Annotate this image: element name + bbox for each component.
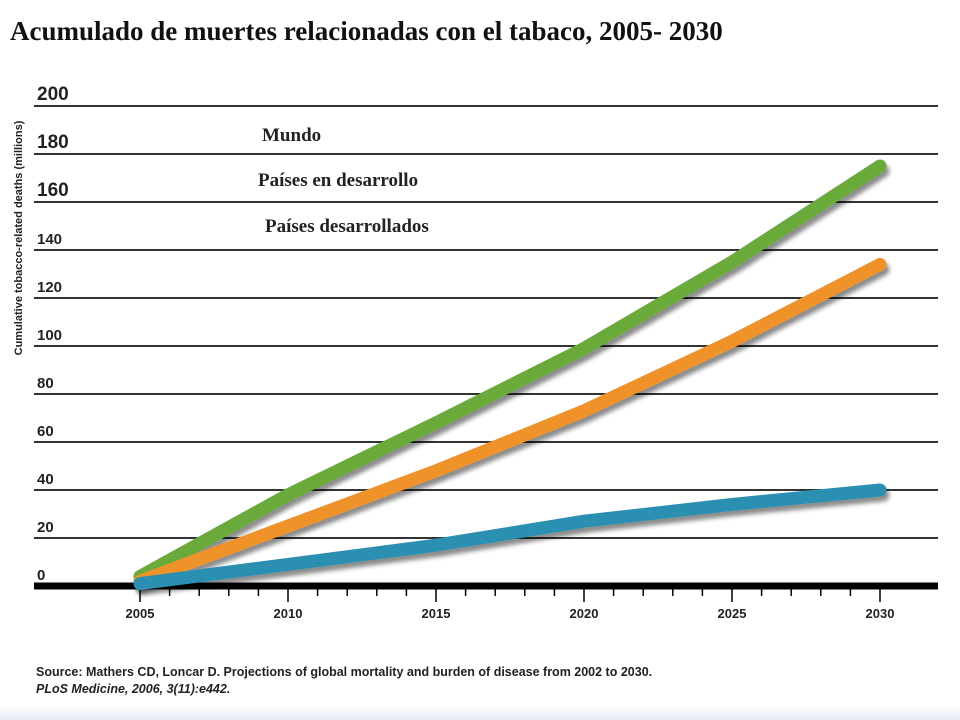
source-note: Source: Mathers CD, Loncar D. Projection… xyxy=(36,664,652,698)
series-line xyxy=(133,257,887,588)
x-tick-label: 2030 xyxy=(866,606,895,621)
y-tick-label: 80 xyxy=(37,375,54,392)
x-axis: 2005 2010 2015 2020 2025 2030 xyxy=(34,582,938,621)
y-tick-label: 160 xyxy=(37,180,69,201)
x-tick-label: 2005 xyxy=(126,606,155,621)
x-tick-label: 2020 xyxy=(570,606,599,621)
x-tick-label: 2025 xyxy=(718,606,747,621)
y-axis-label: Cumulative tobacco-related deaths (milli… xyxy=(13,120,25,355)
series-line xyxy=(133,483,887,591)
y-tick-label: 140 xyxy=(37,231,62,248)
series-lines xyxy=(133,159,887,591)
y-tick-label: 180 xyxy=(37,132,69,153)
x-tick-label: 2010 xyxy=(274,606,303,621)
y-tick-label: 20 xyxy=(37,519,54,536)
legend-label: Países desarrollados xyxy=(265,216,429,237)
y-tick-label: 40 xyxy=(37,471,54,488)
chart-title: Acumulado de muertes relacionadas con el… xyxy=(10,16,723,46)
line-chart: 2005 2010 2015 2020 2025 2030 0 20 40 60 80 100 120… xyxy=(13,84,938,621)
series-line xyxy=(133,159,887,583)
source-line-1: Source: Mathers CD, Loncar D. Projection… xyxy=(36,665,653,679)
source-line-2: PLoS Medicine, 2006, 3(11):e442. xyxy=(36,682,231,696)
bottom-gradient xyxy=(0,706,960,720)
y-axis-ticks: 0 20 40 60 80 100 120 140 160 180 200 xyxy=(37,84,69,584)
legend-label: Países en desarrollo xyxy=(258,170,418,191)
legend: Mundo Países en desarrollo Países desarrol… xyxy=(138,125,429,237)
x-tick-label: 2015 xyxy=(422,606,451,621)
y-tick-label: 100 xyxy=(37,327,62,344)
legend-label: Mundo xyxy=(262,125,321,146)
gridlines xyxy=(34,105,938,539)
y-tick-label: 0 xyxy=(37,567,45,584)
y-tick-label: 200 xyxy=(37,84,69,105)
y-tick-label: 60 xyxy=(37,423,54,440)
y-tick-label: 120 xyxy=(37,279,62,296)
